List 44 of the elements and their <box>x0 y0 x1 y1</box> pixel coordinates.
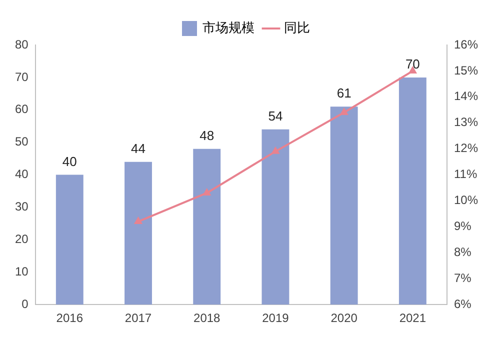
x-tick-label: 2019 <box>262 311 290 326</box>
bar <box>56 174 84 305</box>
data-label: 44 <box>131 140 146 156</box>
y-tick-label: 10 <box>14 264 29 278</box>
data-label: 70 <box>405 56 420 72</box>
legend-label: 市场规模 <box>202 20 254 36</box>
bar <box>124 162 152 305</box>
y2-tick-label: 15% <box>454 63 478 78</box>
point <box>340 108 348 115</box>
x-tick-label: 2021 <box>399 311 426 326</box>
data-label: 48 <box>200 128 214 143</box>
y-tick-label: 60 <box>14 102 29 116</box>
x-tick-label: 2016 <box>56 311 84 326</box>
y2-tick-label: 16% <box>454 37 478 52</box>
y-tick-label: 50 <box>14 134 29 149</box>
y-tick-label: 30 <box>14 200 29 214</box>
point <box>272 147 280 154</box>
y2-tick-label: 8% <box>454 244 472 259</box>
y-tick-label: 20 <box>14 232 29 246</box>
y-tick-label: 0 <box>22 296 29 311</box>
x-tick-label: 2018 <box>194 311 221 326</box>
y2-tick-label: 14% <box>454 89 478 104</box>
bar <box>330 106 358 305</box>
y2-tick-label: 7% <box>454 270 472 285</box>
x-tick-label: 2017 <box>124 311 152 326</box>
bar <box>193 148 221 305</box>
y2-tick-label: 9% <box>454 219 472 234</box>
x-tick-label: 2020 <box>330 311 358 326</box>
data-label: 40 <box>62 154 77 169</box>
bar <box>262 129 290 305</box>
y2-tick-label: 6% <box>454 296 472 311</box>
y-tick-label: 40 <box>14 167 29 182</box>
data-label: 54 <box>268 108 283 124</box>
point <box>134 218 142 224</box>
legend-label: 同比 <box>284 20 310 36</box>
point <box>203 188 210 196</box>
y2-tick-label: 10% <box>454 193 478 208</box>
y2-tick-label: 12% <box>454 141 478 156</box>
y-tick-label: 70 <box>14 70 29 84</box>
y-tick-label: 80 <box>14 37 29 52</box>
y2-tick-label: 13% <box>454 115 478 130</box>
data-label: 61 <box>336 86 352 101</box>
bar <box>398 77 426 305</box>
y2-tick-label: 11% <box>454 167 478 182</box>
